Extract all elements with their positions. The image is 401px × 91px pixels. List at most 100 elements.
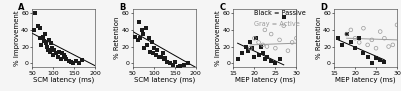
Point [132,36,138,37]
Text: Gray = Active: Gray = Active [253,21,299,27]
Point [56,51,63,52]
Point [144,44,151,46]
Point [66,60,72,61]
Point [146,51,153,52]
Point [365,56,371,57]
Point [360,53,367,54]
Point [257,46,264,47]
Point [255,54,262,56]
Point [47,51,53,52]
Point [175,66,181,67]
Point [176,65,183,66]
Point [276,58,283,60]
Point [369,39,375,41]
Point [59,53,65,54]
Point [50,54,56,56]
Point [255,42,262,43]
Point [62,56,68,57]
Point [55,56,61,57]
Point [276,39,283,41]
Point [272,48,279,49]
Point [44,46,50,47]
Y-axis label: % Retention: % Retention [114,17,120,60]
Point [339,44,346,46]
Y-axis label: % Improvement: % Improvement [215,10,221,66]
Point [289,42,296,43]
Point [164,61,170,62]
Point [60,54,67,56]
Point [251,37,257,39]
Point [247,48,253,49]
Point [348,41,354,42]
Point [264,46,270,47]
Point [49,48,55,49]
Point [31,29,37,31]
Point [158,56,164,57]
Y-axis label: % Retention: % Retention [316,17,322,60]
Point [373,48,379,49]
Point [41,33,48,35]
Point [48,42,54,44]
Point [161,58,167,60]
Point [143,27,150,29]
Text: B: B [119,3,125,12]
Point [154,49,160,51]
Point [38,44,45,46]
Point [45,49,51,51]
Point [172,61,178,62]
Point [264,56,270,57]
Point [356,42,363,43]
Point [166,62,173,64]
Point [285,50,291,51]
Point [394,24,400,26]
Point [335,37,342,39]
Point [253,37,260,39]
Point [79,59,86,61]
Point [293,37,300,39]
Point [51,49,57,51]
Point [365,44,371,46]
Point [140,33,146,35]
Point [76,62,82,64]
Point [262,29,268,31]
Point [281,17,287,18]
Point [160,53,166,54]
Point [153,54,159,56]
Point [181,64,187,66]
Point [162,57,169,59]
Point [245,50,251,51]
Point [390,44,396,46]
Point [63,58,70,60]
Point [41,40,47,41]
Point [369,62,375,64]
Point [381,37,388,39]
Point [243,46,249,47]
Point [150,48,157,49]
Point [259,53,266,54]
Point [239,53,245,54]
Point [34,25,41,26]
Point [247,42,253,43]
Point [169,64,176,66]
Point [385,46,392,47]
X-axis label: MEP latency (ms): MEP latency (ms) [335,77,396,83]
Point [343,33,350,35]
Point [373,57,379,59]
Point [272,62,279,64]
Point [343,33,350,35]
Text: Black = Passive: Black = Passive [253,10,305,16]
Point [148,42,155,43]
Point [381,61,388,62]
Point [268,60,274,61]
X-axis label: SCM latency (ms): SCM latency (ms) [33,77,94,83]
Point [37,27,44,29]
Point [185,62,191,64]
Point [262,58,268,60]
Point [249,48,255,49]
Point [139,29,145,31]
Point [53,53,60,54]
Point [268,33,274,35]
Text: D: D [320,3,327,12]
Point [348,29,354,31]
Point [356,37,363,39]
